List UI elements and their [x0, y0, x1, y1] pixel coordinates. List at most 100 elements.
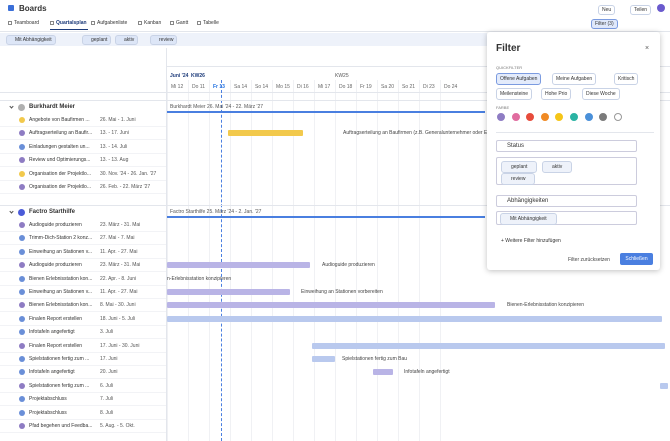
row-line — [0, 405, 166, 407]
group-chevron — [9, 104, 14, 109]
color-swatch[interactable] — [599, 113, 608, 121]
tab[interactable]: Gantt — [176, 20, 189, 26]
status-chip[interactable]: aktiv — [542, 161, 573, 173]
task-name[interactable]: Spielstationen fertig zum ... — [29, 382, 90, 389]
task-name[interactable]: Organisation der Projektlo... — [29, 170, 91, 177]
tab[interactable]: Teamboard — [14, 20, 40, 26]
task-dates: 3. Juli — [100, 329, 114, 336]
row-line — [0, 193, 166, 194]
task-name[interactable]: Bienen Erlebnisstation kon... — [29, 275, 93, 282]
active-filter[interactable]: geplant — [82, 35, 112, 45]
task-name[interactable]: Pfad begehen und Feedba... — [29, 423, 93, 429]
color-swatch[interactable] — [584, 113, 593, 121]
filter-bar — [0, 33, 487, 46]
day-label: Mi 12 — [171, 84, 184, 90]
gantt-bar — [167, 315, 662, 322]
task-name[interactable]: Einladungen gestalten un... — [29, 143, 90, 150]
dependency-label: Abhängigkeiten — [507, 198, 549, 204]
timeline-divider — [166, 66, 670, 67]
color-swatch[interactable] — [526, 113, 535, 121]
task-icon — [19, 342, 25, 349]
task-name[interactable]: Trimm-Dich-Station 2 konz... — [29, 235, 93, 242]
task-name[interactable]: Infotafeln angefertigt — [29, 329, 75, 336]
task-name[interactable]: Einweihung an Stationen v... — [29, 248, 93, 255]
summary-bar — [167, 111, 485, 113]
bar-label: Audioguide produzieren — [322, 262, 375, 269]
active-filter[interactable]: review — [150, 35, 178, 45]
task-name[interactable]: Bienen Erlebnisstation kon... — [29, 302, 93, 309]
task-icon — [19, 356, 25, 362]
task-icon — [19, 423, 25, 429]
color-swatch[interactable] — [511, 113, 520, 121]
panel-close[interactable]: × — [645, 45, 650, 52]
row-line — [0, 324, 166, 326]
quickfilter[interactable]: Kritisch — [614, 73, 639, 85]
row-line — [0, 378, 166, 380]
color-swatch[interactable] — [497, 113, 505, 121]
task-name[interactable]: Spielstationen fertig zum ... — [29, 356, 90, 362]
row-line — [0, 418, 166, 420]
color-swatch[interactable] — [540, 113, 549, 121]
day-label: Do 11 — [192, 84, 205, 90]
quickfilter[interactable]: Diese Woche — [582, 88, 620, 100]
row-line — [0, 298, 166, 299]
tab[interactable]: Aufgabenliste — [97, 20, 128, 26]
task-icon — [19, 222, 25, 228]
task-dates: 6. Juli — [100, 382, 114, 389]
task-name[interactable]: Finalen Report erstellen — [29, 342, 83, 349]
row-line — [0, 126, 166, 127]
tab[interactable]: Tabelle — [203, 20, 219, 26]
quickfilter[interactable]: Meine Aufgaben — [552, 73, 597, 85]
task-name[interactable]: Audioguide produzieren — [29, 222, 82, 228]
gantt-bar — [228, 130, 303, 137]
color-swatch[interactable] — [555, 113, 564, 121]
task-name[interactable]: Organisation der Projektlo... — [29, 184, 91, 190]
row-line — [0, 257, 166, 259]
task-name[interactable]: Projektabschluss — [29, 409, 67, 416]
dependency-select[interactable] — [496, 195, 637, 207]
row-line — [0, 271, 166, 273]
active-filter[interactable]: Mit Abhängigkeit — [6, 35, 56, 45]
share-button[interactable]: Teilen — [630, 5, 652, 15]
status-chip[interactable]: geplant — [501, 161, 538, 173]
task-icon — [19, 117, 25, 123]
task-name[interactable]: Angebote von Baufirmen ... — [29, 117, 90, 123]
dependency-chip[interactable]: Mit Abhängigkeit — [500, 213, 557, 225]
task-name[interactable]: Finalen Report erstellen — [29, 315, 83, 322]
color-swatch[interactable] — [613, 113, 622, 121]
filter-button[interactable]: Filter (3) — [591, 19, 618, 29]
task-name[interactable]: Audioguide produzieren — [29, 262, 82, 269]
task-dates: 27. Mai - 7. Mai — [100, 235, 135, 242]
close-button[interactable]: Schließen — [620, 253, 653, 265]
task-icon — [19, 235, 25, 242]
task-name[interactable]: Projektabschluss — [29, 396, 67, 403]
tab[interactable]: Quartalsplan — [56, 20, 87, 26]
status-chip[interactable]: review — [501, 173, 536, 185]
quickfilter[interactable]: Hohe Prio — [541, 88, 572, 100]
task-name[interactable]: Auftragserteilung an Baufir... — [29, 130, 93, 137]
day-label: Sa 14 — [234, 84, 248, 90]
day-gridline — [440, 80, 441, 441]
active-filter[interactable]: aktiv — [115, 35, 139, 45]
day-label: Mi 17 — [318, 84, 331, 90]
task-dates: 22. Apr. - 8. Juni — [100, 275, 137, 282]
task-name[interactable]: Review und Optimierungs... — [29, 157, 91, 164]
month-label: Juni '24 — [170, 73, 189, 79]
row-line — [0, 139, 166, 141]
add-filter[interactable]: + Weitere Filter hinzufügen — [501, 238, 561, 244]
task-icon — [19, 289, 25, 295]
task-name[interactable]: Einweihung an Stationen v... — [29, 289, 93, 295]
status-select[interactable] — [496, 140, 637, 152]
task-name[interactable]: Infotafeln angefertigt — [29, 369, 75, 376]
color-swatch[interactable] — [570, 113, 578, 121]
quickfilter[interactable]: Meilensteine — [496, 88, 533, 100]
task-icon — [19, 409, 25, 416]
reset-button[interactable]: Filter zurücksetzen — [568, 257, 610, 263]
day-gridline — [419, 80, 420, 441]
row-line — [0, 152, 166, 154]
task-dates: 23. März - 31. Mai — [100, 222, 141, 228]
quickfilter[interactable]: Offene Aufgaben — [496, 73, 542, 85]
tab[interactable]: Kanban — [144, 20, 162, 26]
day-label: Fr 13 — [213, 84, 225, 90]
new-button[interactable]: Neu — [598, 5, 616, 15]
